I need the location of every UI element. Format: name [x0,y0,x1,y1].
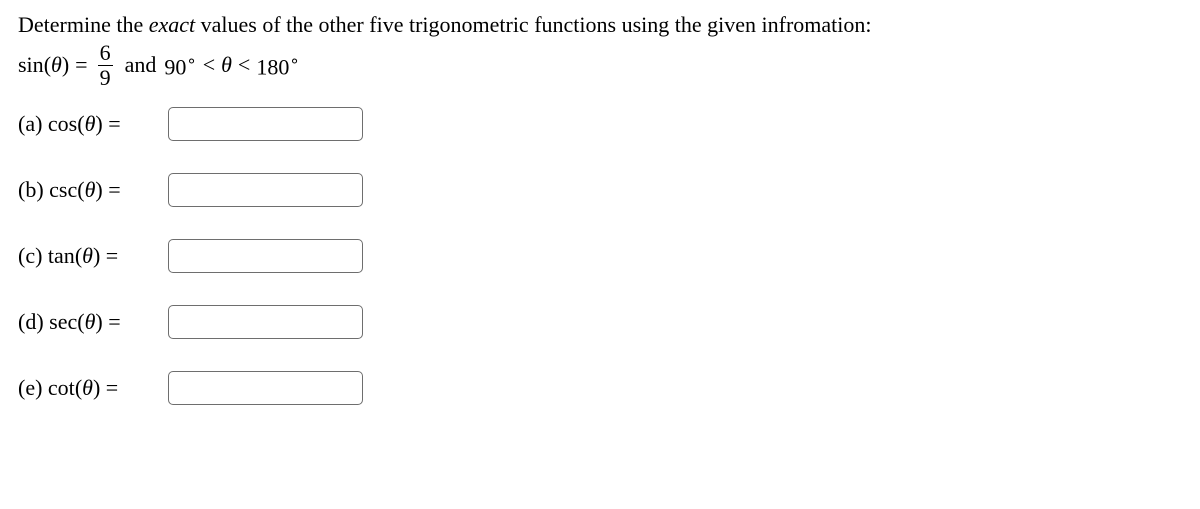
sin-label: sin(θ) [18,52,69,78]
equals-sign: = [75,52,87,78]
range-right: 180∘ [256,51,299,80]
range-left: 90∘ [164,51,196,80]
label-cos: (a) cos(θ) = [18,111,168,137]
input-sec[interactable] [168,305,363,339]
label-csc: (b) csc(θ) = [18,177,168,203]
lt-1: < [203,52,215,78]
and-word: and [125,52,157,78]
input-cot[interactable] [168,371,363,405]
theta-mid: θ [221,52,232,78]
label-cot: (e) cot(θ) = [18,375,168,401]
question-prompt: Determine the exact values of the other … [18,10,1182,40]
label-sec: (d) sec(θ) = [18,309,168,335]
fraction: 6 9 [98,42,113,89]
answer-row-tan: (c) tan(θ) = [18,239,1182,273]
prompt-pre: Determine the [18,12,149,37]
prompt-post: values of the other five trigonometric f… [195,12,871,37]
lt-2: < [238,52,250,78]
prompt-italic: exact [149,12,195,37]
answer-row-cot: (e) cot(θ) = [18,371,1182,405]
fraction-denominator: 9 [98,65,113,89]
input-csc[interactable] [168,173,363,207]
input-cos[interactable] [168,107,363,141]
fraction-numerator: 6 [98,42,113,65]
input-tan[interactable] [168,239,363,273]
label-tan: (c) tan(θ) = [18,243,168,269]
answer-row-sec: (d) sec(θ) = [18,305,1182,339]
answer-row-cos: (a) cos(θ) = [18,107,1182,141]
given-expression: sin(θ) = 6 9 and 90∘ < θ < 180∘ [18,42,1182,89]
answer-row-csc: (b) csc(θ) = [18,173,1182,207]
